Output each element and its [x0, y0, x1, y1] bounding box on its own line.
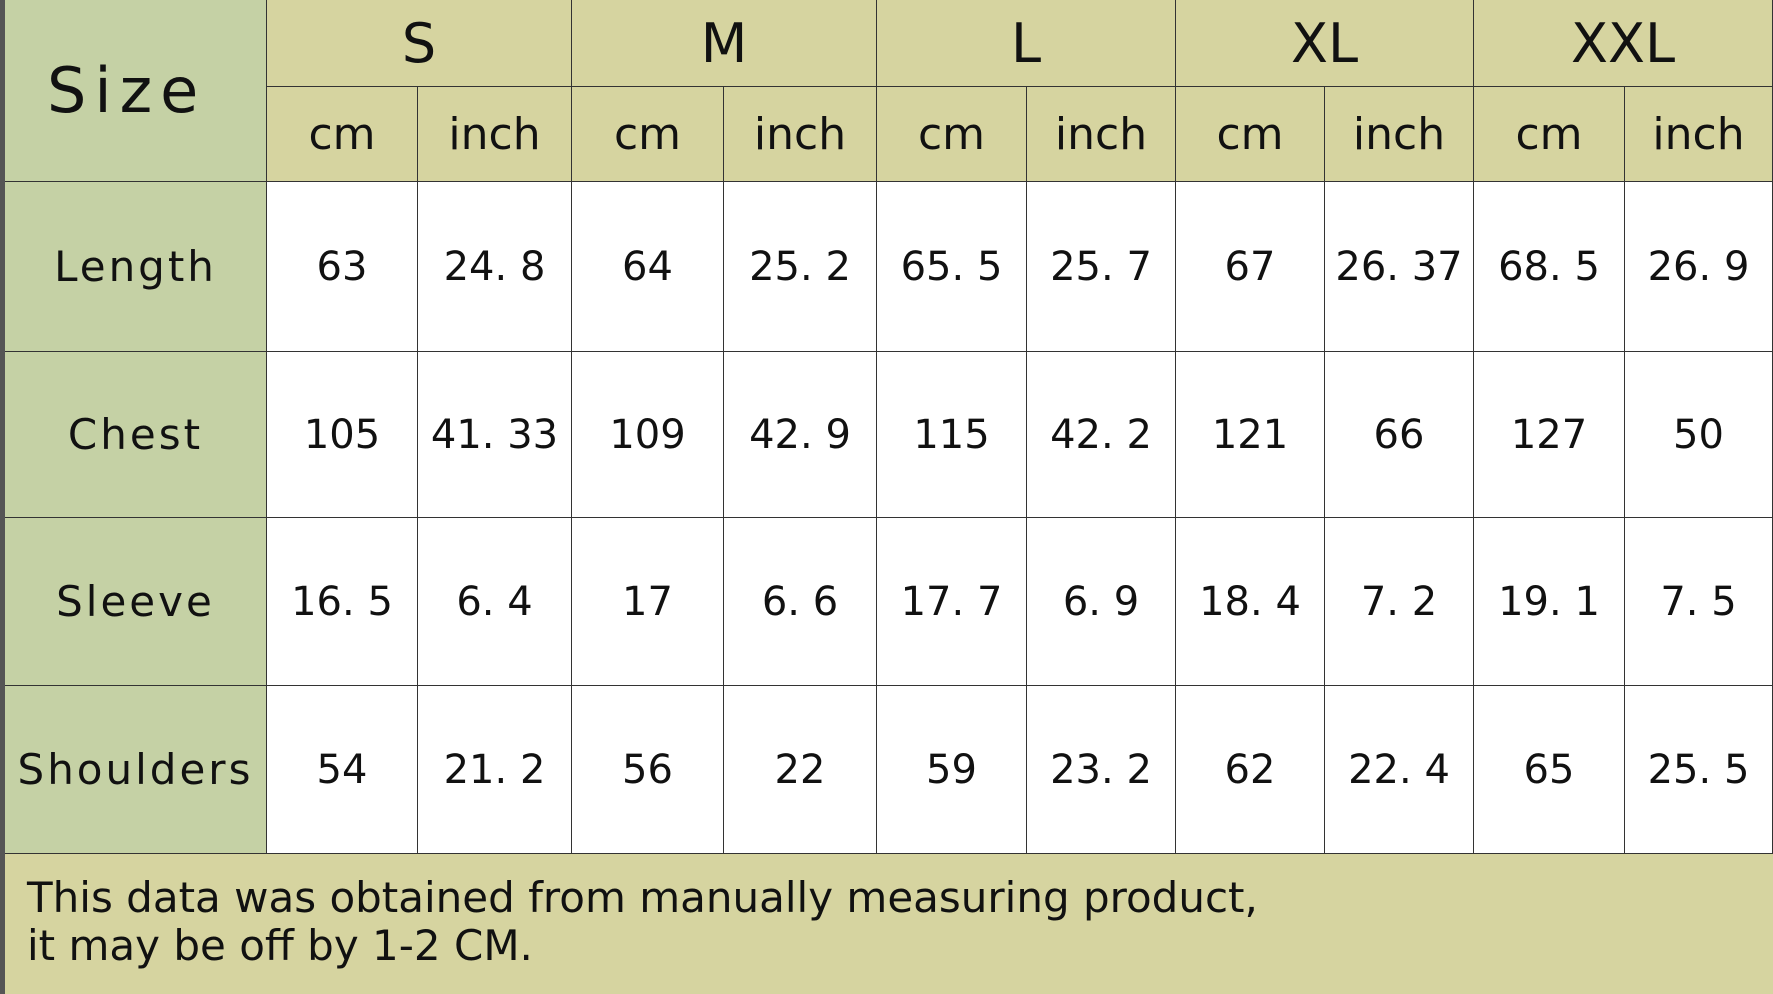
cell-value: 68. 5 — [1474, 182, 1625, 352]
cell-value: 62 — [1176, 686, 1325, 854]
unit-header: inch — [1325, 87, 1474, 182]
cell-value: 54 — [267, 686, 418, 854]
cell-value: 105 — [267, 352, 418, 518]
cell-value: 25. 2 — [724, 182, 877, 352]
cell-value: 65. 5 — [877, 182, 1027, 352]
unit-header: cm — [877, 87, 1027, 182]
cell-value: 6. 9 — [1027, 518, 1176, 686]
corner-label: Size — [5, 0, 267, 182]
size-header: S — [267, 0, 572, 87]
cell-value: 63 — [267, 182, 418, 352]
cell-value: 6. 4 — [418, 518, 572, 686]
cell-value: 42. 9 — [724, 352, 877, 518]
cell-value: 26. 9 — [1625, 182, 1773, 352]
cell-value: 22. 4 — [1325, 686, 1474, 854]
cell-value: 25. 7 — [1027, 182, 1176, 352]
cell-value: 25. 5 — [1625, 686, 1773, 854]
unit-header: cm — [267, 87, 418, 182]
unit-header: inch — [724, 87, 877, 182]
cell-value: 127 — [1474, 352, 1625, 518]
size-header: L — [877, 0, 1176, 87]
cell-value: 22 — [724, 686, 877, 854]
row-label: Length — [5, 182, 267, 352]
cell-value: 64 — [572, 182, 724, 352]
cell-value: 21. 2 — [418, 686, 572, 854]
size-header: XXL — [1474, 0, 1773, 87]
cell-value: 7. 2 — [1325, 518, 1474, 686]
cell-value: 109 — [572, 352, 724, 518]
cell-value: 19. 1 — [1474, 518, 1625, 686]
cell-value: 7. 5 — [1625, 518, 1773, 686]
size-header: M — [572, 0, 877, 87]
footer-note: This data was obtained from manually mea… — [5, 854, 1773, 994]
cell-value: 67 — [1176, 182, 1325, 352]
cell-value: 18. 4 — [1176, 518, 1325, 686]
cell-value: 56 — [572, 686, 724, 854]
cell-value: 16. 5 — [267, 518, 418, 686]
size-header: XL — [1176, 0, 1474, 87]
unit-header: inch — [1027, 87, 1176, 182]
cell-value: 17. 7 — [877, 518, 1027, 686]
row-label: Sleeve — [5, 518, 267, 686]
cell-value: 24. 8 — [418, 182, 572, 352]
unit-header: inch — [418, 87, 572, 182]
cell-value: 50 — [1625, 352, 1773, 518]
cell-value: 66 — [1325, 352, 1474, 518]
cell-value: 26. 37 — [1325, 182, 1474, 352]
footer-line: This data was obtained from manually mea… — [27, 873, 1258, 922]
cell-value: 23. 2 — [1027, 686, 1176, 854]
unit-header: cm — [572, 87, 724, 182]
footer-line: it may be off by 1-2 CM. — [27, 921, 533, 970]
cell-value: 41. 33 — [418, 352, 572, 518]
row-label: Chest — [5, 352, 267, 518]
cell-value: 42. 2 — [1027, 352, 1176, 518]
cell-value: 121 — [1176, 352, 1325, 518]
cell-value: 17 — [572, 518, 724, 686]
unit-header: inch — [1625, 87, 1773, 182]
cell-value: 6. 6 — [724, 518, 877, 686]
cell-value: 59 — [877, 686, 1027, 854]
cell-value: 65 — [1474, 686, 1625, 854]
unit-header: cm — [1474, 87, 1625, 182]
unit-header: cm — [1176, 87, 1325, 182]
row-label: Shoulders — [5, 686, 267, 854]
cell-value: 115 — [877, 352, 1027, 518]
